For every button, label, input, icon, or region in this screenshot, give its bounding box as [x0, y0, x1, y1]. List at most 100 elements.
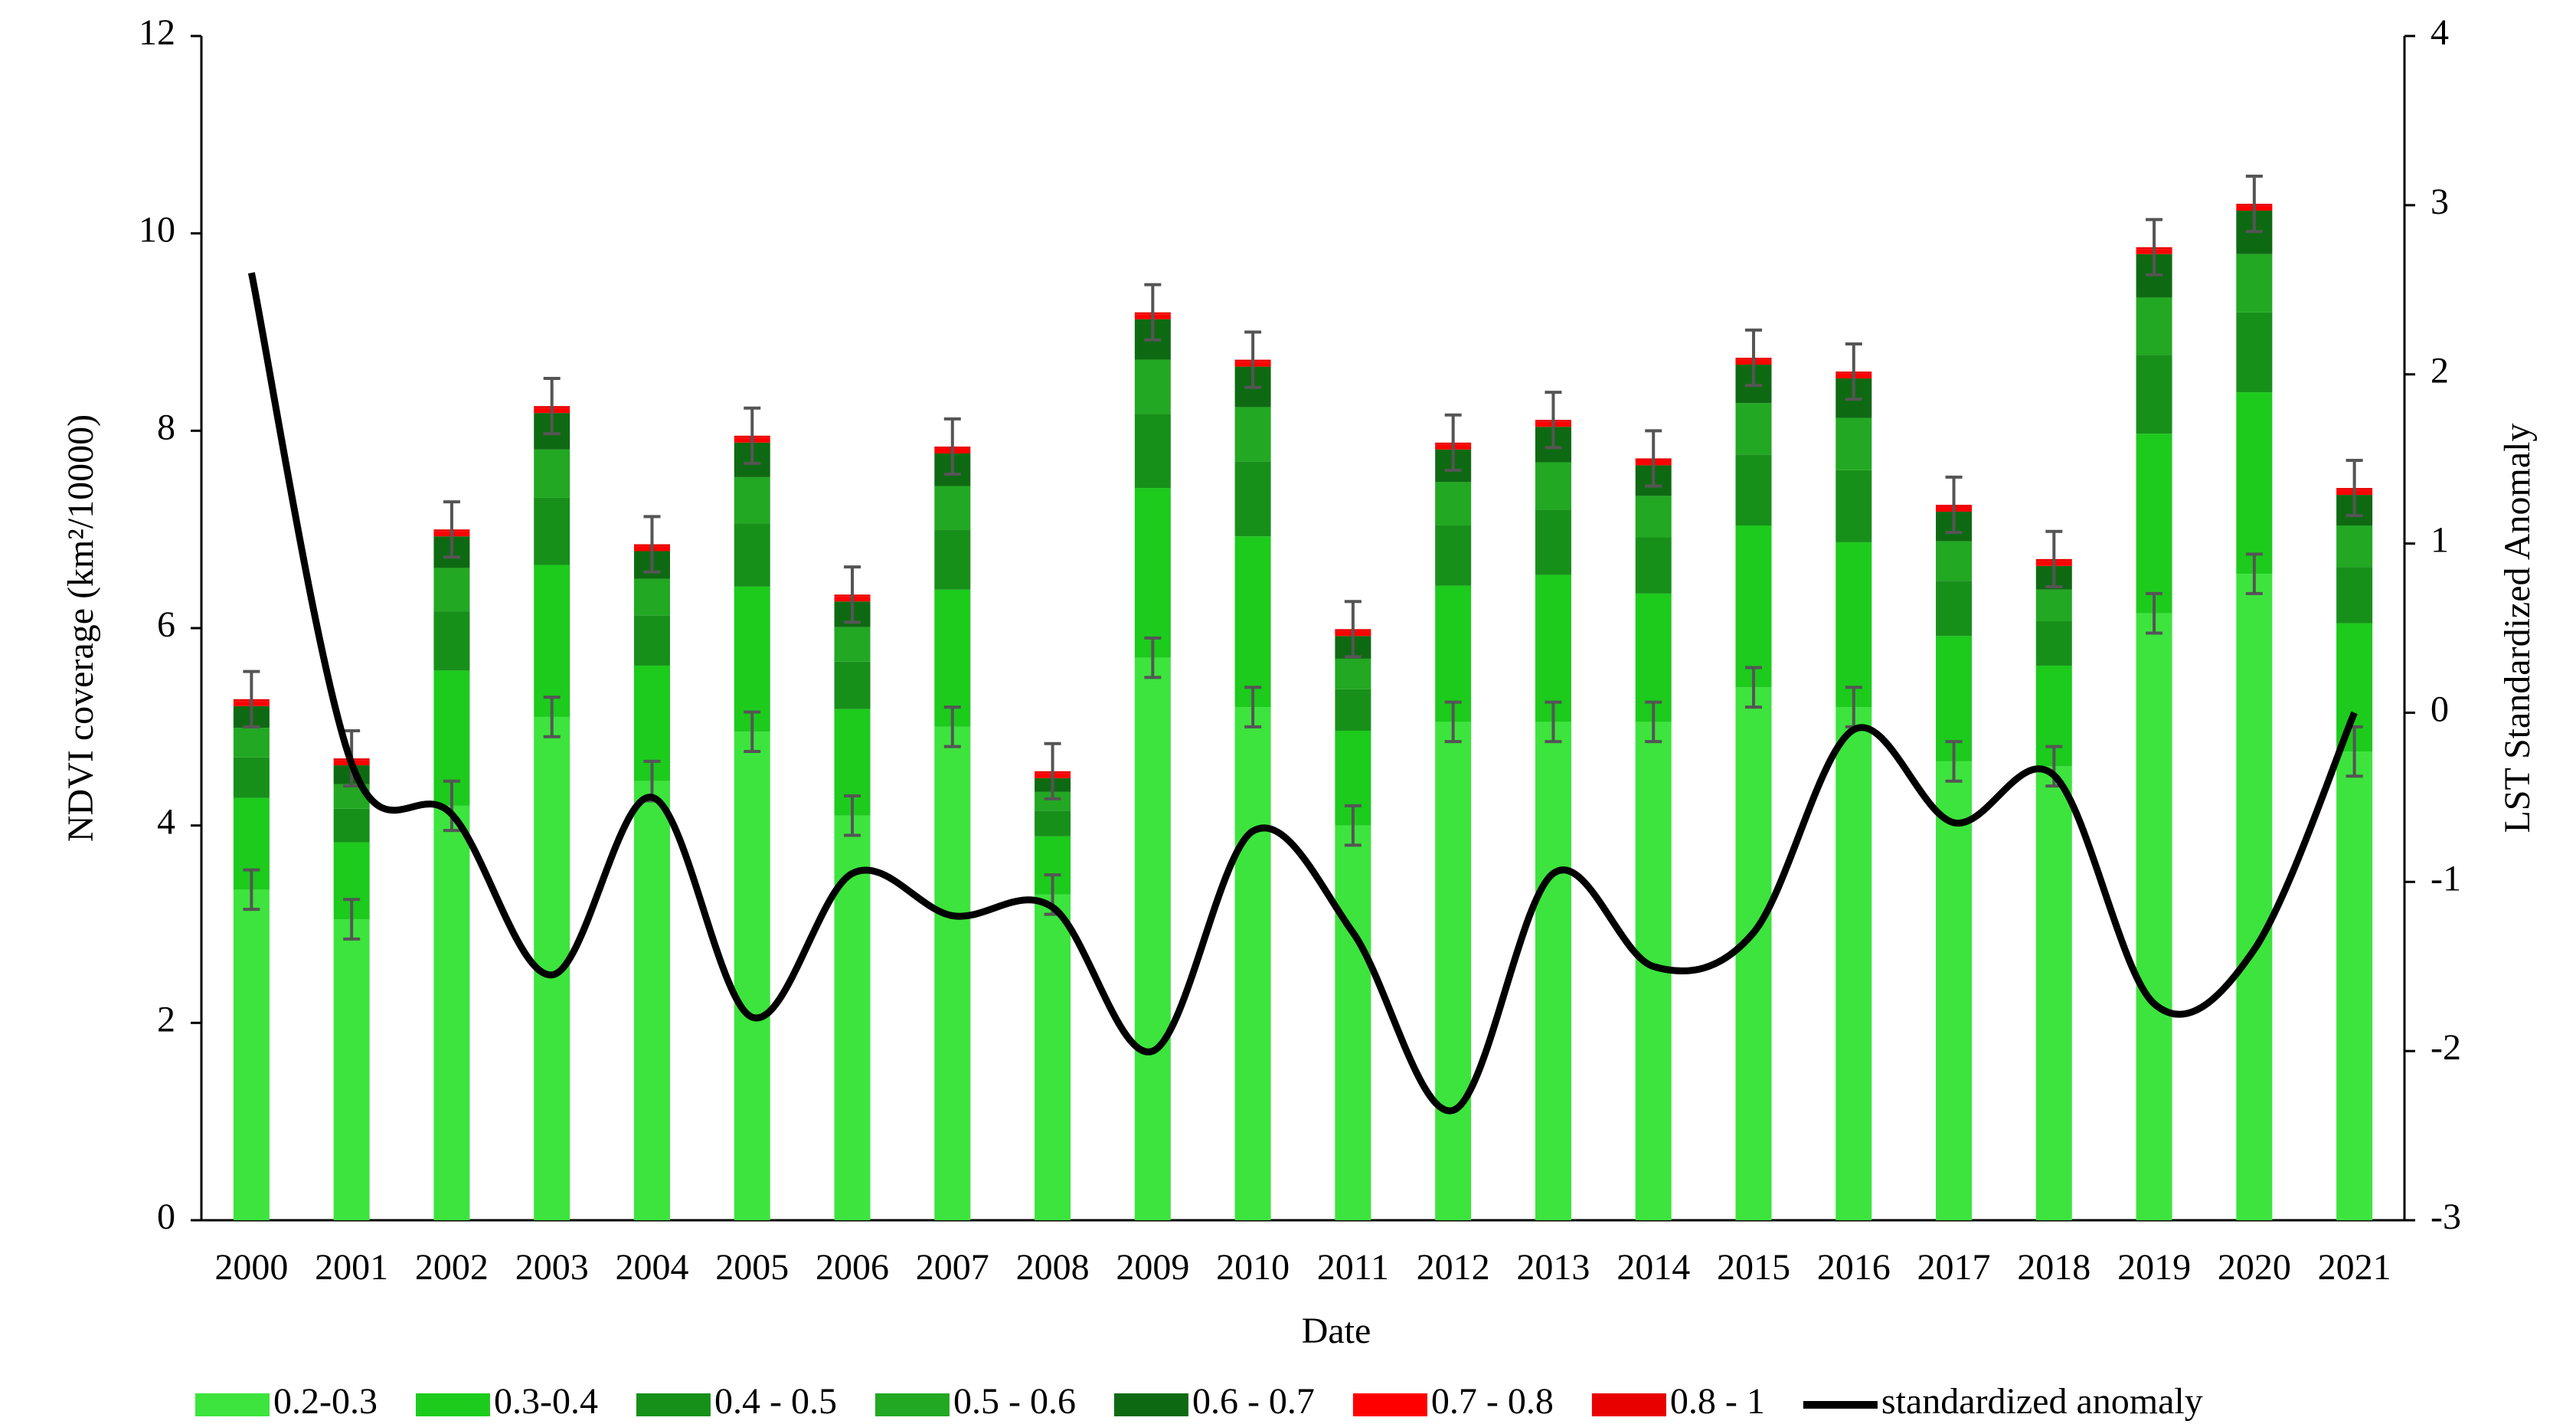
bar-segment	[1035, 894, 1071, 1220]
x-tick-label: 2016	[1817, 1247, 1891, 1288]
y2-tick-label: -2	[2431, 1027, 2461, 1068]
bar-segment	[2035, 620, 2072, 666]
bar-segment	[1234, 407, 1271, 462]
bar-segment	[633, 615, 670, 666]
bar-segment	[233, 757, 270, 798]
x-tick-label: 2003	[515, 1247, 589, 1288]
error-bar	[2346, 458, 2363, 518]
error-bar	[2245, 174, 2263, 234]
y2-tick-label: 0	[2431, 689, 2449, 729]
legend-swatch	[195, 1393, 270, 1416]
error-bar	[343, 898, 361, 941]
bar-segment	[1635, 537, 1672, 594]
bar-segment	[734, 732, 770, 1220]
error-bar	[543, 696, 561, 738]
error-bar	[844, 794, 861, 837]
bar-segment	[1435, 585, 1472, 722]
x-tick-label: 2012	[1417, 1247, 1490, 1288]
bar-segment	[1335, 825, 1371, 1220]
x-tick-label: 2011	[1317, 1247, 1389, 1288]
bar-segment	[633, 781, 670, 1220]
x-tick-label: 2017	[1917, 1247, 1991, 1288]
x-axis-title: Date	[1302, 1311, 1371, 1351]
bar-segment	[934, 486, 971, 530]
bar-segment	[1936, 761, 1973, 1220]
bar-segment	[1134, 359, 1171, 414]
y2-tick-label: -1	[2431, 858, 2461, 899]
bar-segment	[233, 728, 270, 758]
error-bar	[844, 565, 861, 624]
bar-segment	[2035, 766, 2072, 1220]
error-bar	[1545, 391, 1562, 450]
error-bar	[2245, 552, 2263, 595]
error-bar	[443, 500, 460, 559]
bar-segment	[1335, 658, 1371, 689]
bar-segment	[834, 627, 871, 662]
bar-segment	[1635, 593, 1672, 722]
x-tick-label: 2001	[315, 1247, 388, 1288]
bar-segment	[2136, 355, 2172, 434]
y-tick-label: 6	[157, 604, 175, 645]
y-tick-label: 12	[139, 12, 175, 53]
legend-label: 0.8 - 1	[1670, 1381, 1765, 1422]
bar-segment	[2035, 589, 2072, 621]
bar-segment	[934, 589, 971, 727]
error-bar	[643, 515, 661, 574]
legend-swatch	[874, 1393, 950, 1416]
bar-segment	[2136, 434, 2172, 614]
bar-segment	[1134, 657, 1171, 1220]
error-bar	[744, 710, 761, 754]
x-tick-label: 2007	[916, 1247, 989, 1288]
bar-segment	[1435, 482, 1472, 526]
error-bar	[1645, 429, 1662, 488]
bar-segment	[1936, 581, 1973, 637]
error-bar	[1244, 686, 1262, 728]
line-series	[247, 272, 2358, 1115]
bar-segment	[2136, 297, 2172, 355]
x-tick-label: 2013	[1516, 1247, 1590, 1288]
bar-segment	[1234, 461, 1271, 537]
y2-tick-label: -3	[2431, 1196, 2461, 1237]
bar-segment	[1234, 707, 1271, 1220]
error-bar	[1945, 740, 1963, 783]
error-bar	[1244, 330, 1262, 389]
bar-segment	[1335, 689, 1371, 731]
error-bar	[2146, 218, 2163, 277]
bar-segment	[2336, 751, 2373, 1220]
bar-segment	[433, 568, 470, 612]
bar-segment	[1836, 707, 1872, 1220]
x-tick-label: 2019	[2117, 1247, 2191, 1288]
bar-segment	[934, 726, 971, 1220]
y-tick-label: 8	[157, 407, 175, 447]
legend-label: 0.5 - 0.6	[953, 1381, 1076, 1422]
error-bar	[744, 406, 761, 465]
bar-segment	[1134, 414, 1171, 489]
x-tick-label: 2000	[214, 1247, 288, 1288]
bar-segment	[1635, 496, 1672, 538]
bar-segment	[233, 889, 270, 1220]
x-tick-label: 2005	[715, 1247, 789, 1288]
error-bar	[1444, 413, 1462, 472]
y2-tick-label: 4	[2431, 12, 2449, 53]
x-tick-label: 2010	[1216, 1247, 1290, 1288]
bar-segment	[1836, 470, 1872, 542]
y-tick-label: 2	[157, 999, 175, 1039]
error-bar	[1945, 475, 1963, 535]
bar-segment	[734, 523, 770, 587]
bar-segment	[934, 529, 971, 590]
error-bar	[2146, 591, 2163, 635]
bar-segment	[2236, 392, 2273, 575]
bar-segment	[1535, 575, 1571, 722]
bar-segment	[834, 661, 871, 709]
legend-swatch	[636, 1393, 711, 1416]
error-bar	[1444, 700, 1462, 744]
x-tick-label: 2008	[1016, 1247, 1090, 1288]
error-bar	[543, 377, 561, 436]
bar-segment	[534, 497, 570, 565]
error-bar	[1645, 700, 1662, 744]
bar-segment	[2236, 574, 2273, 1220]
bar-segment	[333, 808, 370, 843]
bar-segment	[433, 805, 470, 1220]
bar-segment	[333, 919, 370, 1220]
error-bar	[1344, 804, 1362, 847]
